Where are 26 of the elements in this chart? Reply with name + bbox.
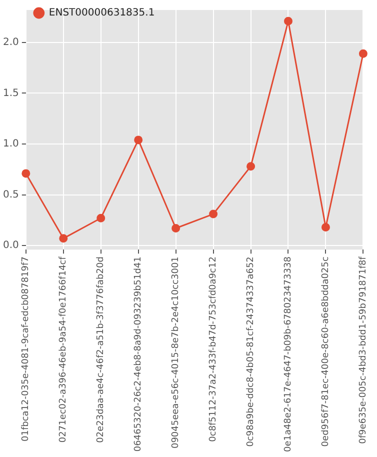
point <box>96 214 106 222</box>
y-tick-label: 0.0 <box>2 240 19 252</box>
x-tick-label: 02e23daa-ae4c-46f2-a51b-3f3776fab20d <box>96 256 106 443</box>
point <box>134 136 143 144</box>
point <box>59 234 68 243</box>
x-tick-label: 06465320-26c2-4eb8-8a9d-093239b51d41 <box>134 256 144 452</box>
point <box>172 224 180 233</box>
x-tick-label: 09045eea-e56c-4015-8e7b-2e4c10cc3001 <box>171 256 182 449</box>
x-tick-label: 0ed956f7-81ec-400e-8c60-a6e8bdda025c <box>321 256 332 447</box>
y-tick-label: 1.0 <box>2 138 19 150</box>
x-tick-label: 0271ec02-a396-46eb-9a54-f0e1766f14cf <box>58 256 69 443</box>
x-tick-label: 01fbca12-035e-4081-9caf-edcb087819f7 <box>21 256 32 442</box>
point <box>209 210 218 218</box>
x-tick-label: 0c8f5112-37a2-433f-b47d-753cfd0a9c12 <box>208 256 219 442</box>
y-tick-label: 2.0 <box>2 37 19 48</box>
x-tick-label: 0c98a9be-ddc8-4b05-81cf-24374337a652 <box>246 256 256 447</box>
point <box>284 16 292 26</box>
point <box>321 222 330 232</box>
point <box>22 169 30 178</box>
x-tick-label: 0e1a48e2-617e-4647-b09b-678023473338 <box>284 256 294 452</box>
x-tick-label: 0f9e635e-005c-4bd3-bdd1-59b791871f8f <box>358 256 369 444</box>
y-tick-label: 1.5 <box>2 88 19 99</box>
y-tick-label: 0.5 <box>2 189 19 200</box>
point <box>246 162 256 171</box>
point <box>358 49 368 58</box>
legend-label: ENST00000631835.1 <box>48 8 155 19</box>
